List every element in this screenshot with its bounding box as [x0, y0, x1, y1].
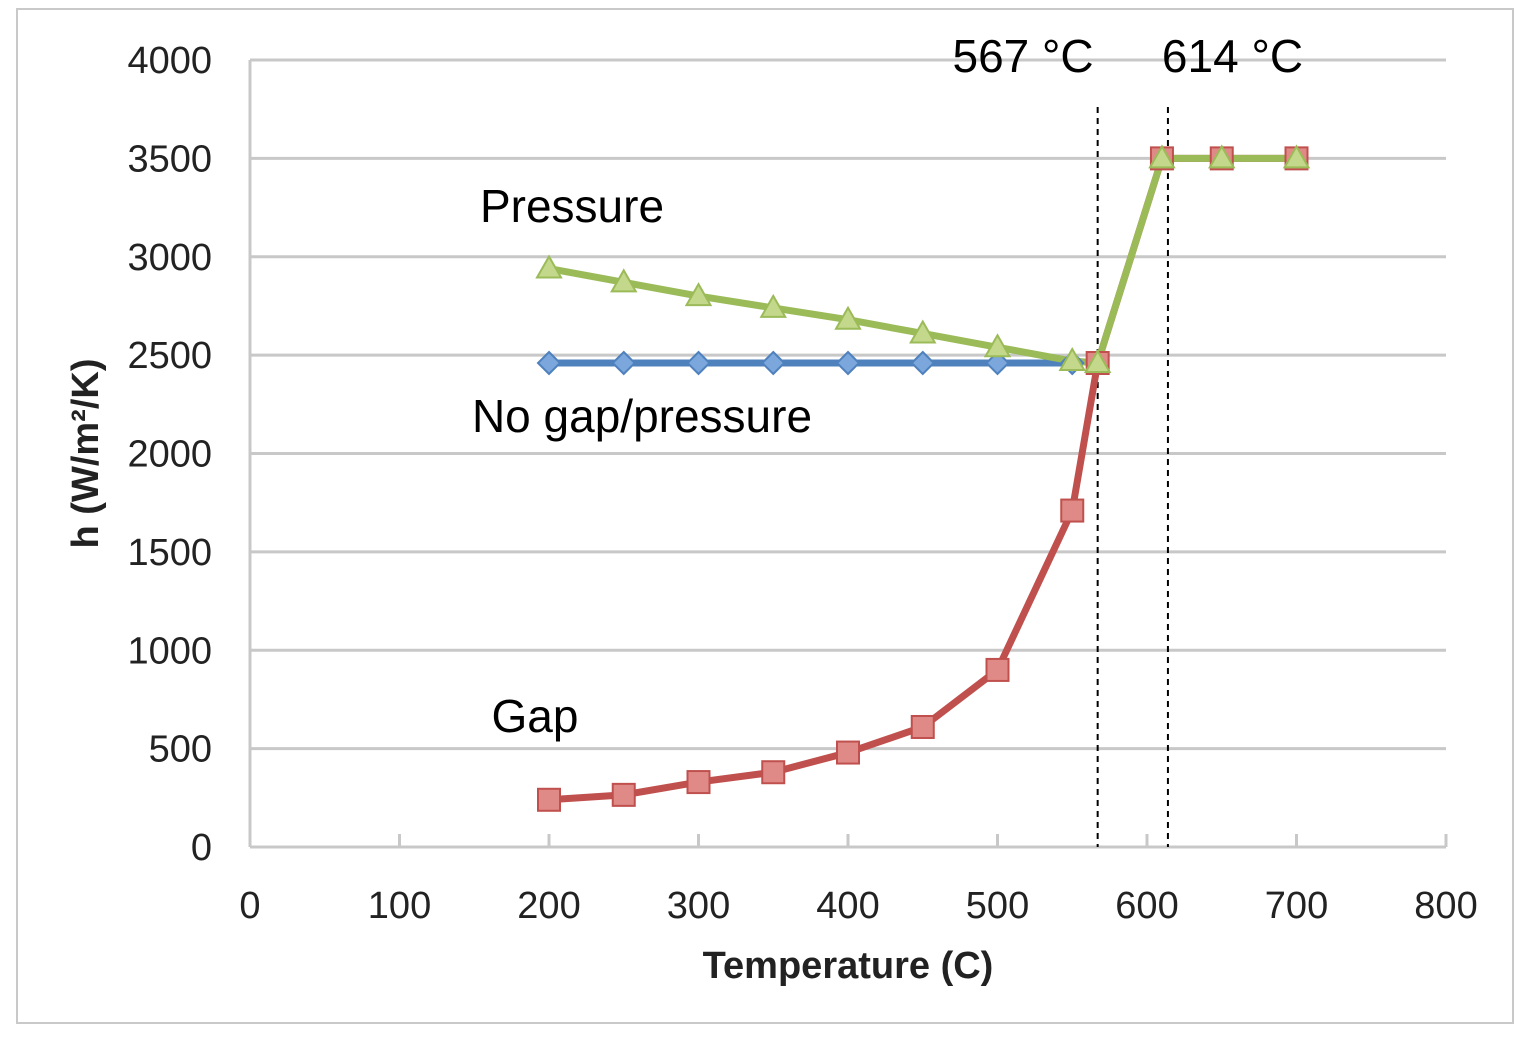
y-tick-label: 0	[191, 827, 212, 869]
x-tick-label: 0	[239, 885, 260, 927]
data-point-marker	[835, 350, 861, 376]
x-tick-label: 800	[1414, 885, 1477, 927]
series-lines	[548, 154, 1297, 804]
data-point-marker	[759, 293, 787, 318]
y-tick-label: 1000	[127, 630, 212, 672]
axes: 0 500 1000 1500 2000 2500 3000 3500 4000 0 100 200 3…	[65, 40, 1478, 987]
x-tick-label: 600	[1115, 885, 1178, 927]
data-point-marker	[535, 254, 563, 279]
text-labels: 567 °C 614 °C Pressure No gap/pressure Gap	[472, 30, 1303, 742]
data-point-marker	[686, 770, 711, 795]
y-axis-title: h (W/m²/K)	[65, 359, 107, 549]
data-point-marker	[760, 350, 786, 376]
data-point-marker	[686, 350, 711, 376]
data-point-marker	[983, 333, 1012, 358]
x-tick-label: 100	[368, 885, 431, 927]
y-tick-label: 4000	[127, 40, 212, 82]
data-point-marker	[910, 350, 936, 376]
data-point-marker	[1060, 498, 1085, 523]
series-label: Gap	[492, 690, 579, 742]
data-point-marker	[1208, 144, 1236, 169]
series-label: Pressure	[480, 180, 664, 232]
data-point-marker	[985, 657, 1010, 682]
data-point-marker	[1148, 144, 1176, 169]
data-point-marker	[684, 282, 713, 307]
data-point-marker	[985, 350, 1010, 376]
chart-frame	[16, 8, 1514, 1024]
x-axis-title: Temperature (C)	[703, 945, 994, 987]
series-label: No gap/pressure	[472, 390, 812, 442]
data-point-marker	[834, 305, 862, 330]
x-tick-label: 500	[966, 885, 1029, 927]
reference-line-label: 614 °C	[1162, 30, 1303, 82]
data-point-marker	[836, 740, 860, 765]
y-tick-label: 3000	[127, 237, 212, 279]
y-tick-label: 2500	[127, 335, 212, 377]
y-tick-label: 3500	[127, 138, 212, 180]
gridlines	[250, 58, 1446, 751]
data-point-marker	[909, 319, 937, 344]
data-point-marker	[610, 268, 638, 293]
data-point-marker	[1058, 347, 1086, 372]
series-line	[548, 154, 1297, 804]
series-markers	[535, 144, 1311, 812]
data-point-marker	[1083, 348, 1112, 373]
data-point-marker	[611, 782, 636, 807]
x-tick-label: 400	[816, 885, 879, 927]
data-point-marker	[611, 350, 637, 376]
data-point-marker	[761, 760, 786, 785]
y-tick-label: 2000	[127, 434, 212, 476]
data-point-marker	[537, 787, 561, 812]
y-tick-label: 1500	[127, 532, 212, 574]
y-tick-label: 500	[149, 729, 212, 771]
reference-lines	[1096, 107, 1169, 847]
data-point-marker	[536, 350, 562, 376]
x-tick-label: 300	[667, 885, 730, 927]
x-tick-label: 200	[517, 885, 580, 927]
data-point-marker	[910, 714, 935, 739]
data-point-marker	[1282, 144, 1311, 169]
x-tick-label: 700	[1265, 885, 1328, 927]
reference-line-label: 567 °C	[953, 30, 1094, 82]
